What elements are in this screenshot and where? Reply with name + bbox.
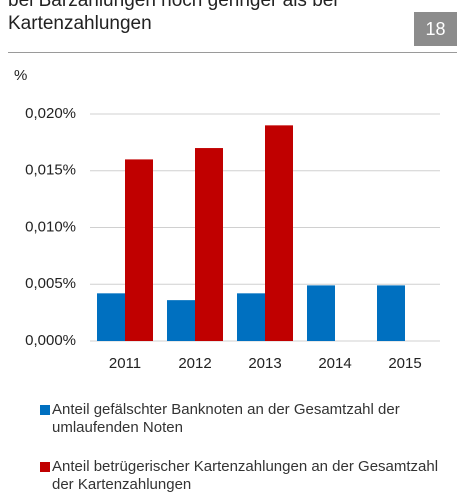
x-tick-label: 2014 — [318, 355, 351, 372]
legend-label: Anteil gefälschter Banknoten an der Gesa… — [52, 401, 400, 436]
legend-swatch — [40, 405, 50, 415]
page-number: 18 — [414, 12, 457, 46]
legend-label: Anteil betrügerischer Kartenzahlungen an… — [52, 458, 439, 493]
y-axis-label: % — [14, 67, 27, 84]
bar — [167, 300, 195, 341]
x-tick-label: 2011 — [109, 355, 141, 372]
y-tick-label: 0,020% — [25, 105, 76, 122]
bar — [265, 125, 293, 341]
bar — [125, 159, 153, 341]
bar — [377, 285, 405, 341]
y-tick-label: 0,010% — [25, 218, 76, 235]
y-tick-label: 0,005% — [25, 275, 76, 292]
bar — [307, 285, 335, 341]
bar — [195, 148, 223, 341]
bar — [97, 293, 125, 341]
divider — [8, 52, 457, 53]
x-tick-label: 2015 — [388, 355, 421, 372]
legend-item: Anteil betrügerischer Kartenzahlungen an… — [40, 458, 450, 494]
title: bei Barzahlungen noch geringer als bei K… — [8, 0, 338, 34]
legend-swatch — [40, 462, 50, 472]
x-tick-label: 2012 — [178, 355, 211, 372]
legend-item: Anteil gefälschter Banknoten an der Gesa… — [40, 401, 450, 437]
x-tick-label: 2013 — [248, 355, 281, 372]
y-tick-label: 0,000% — [25, 332, 76, 349]
bar — [237, 293, 265, 341]
y-tick-label: 0,015% — [25, 162, 76, 179]
